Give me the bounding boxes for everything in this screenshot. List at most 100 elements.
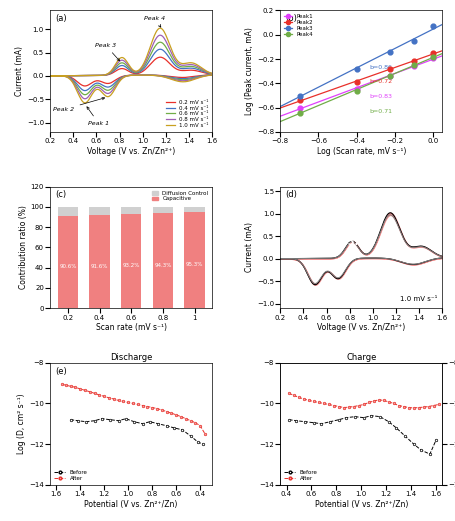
- Text: b=0.71: b=0.71: [369, 108, 392, 114]
- Bar: [121, 207, 141, 214]
- 0.6 mV s⁻¹: [47, 73, 53, 79]
- Point: [410, 61, 417, 69]
- 0.2 mV s⁻¹: [82, 83, 88, 89]
- Point: [295, 108, 303, 117]
- X-axis label: Log (Scan rate, mV s⁻¹): Log (Scan rate, mV s⁻¹): [316, 147, 405, 156]
- Point: [386, 72, 393, 80]
- Title: Charge: Charge: [345, 353, 376, 362]
- X-axis label: Voltage (V vs. Zn/Zn²⁺): Voltage (V vs. Zn/Zn²⁺): [317, 324, 404, 332]
- 0.2 mV s⁻¹: [47, 73, 53, 79]
- Legend: Before, After: Before, After: [53, 469, 88, 482]
- Line: 0.2 mV s⁻¹: 0.2 mV s⁻¹: [50, 57, 212, 86]
- Text: 1.0 mV s⁻¹: 1.0 mV s⁻¹: [399, 296, 436, 302]
- Point: [295, 91, 303, 100]
- 1.0 mV s⁻¹: [153, 29, 158, 35]
- Text: (a): (a): [55, 14, 66, 23]
- 0.6 mV s⁻¹: [82, 92, 88, 98]
- Point: [295, 104, 303, 112]
- Text: 95.3%: 95.3%: [186, 262, 203, 267]
- Text: Peak 4: Peak 4: [143, 16, 165, 27]
- Point: [386, 72, 393, 80]
- 1.0 mV s⁻¹: [82, 100, 88, 106]
- 1.0 mV s⁻¹: [136, 72, 142, 78]
- 0.8 mV s⁻¹: [177, 61, 182, 68]
- 0.4 mV s⁻¹: [136, 72, 142, 78]
- Text: (b): (b): [284, 14, 296, 23]
- Bar: [121, 214, 141, 308]
- 1.0 mV s⁻¹: [157, 25, 162, 31]
- Legend: Before, After: Before, After: [283, 469, 318, 482]
- Text: b=0.86: b=0.86: [369, 65, 391, 70]
- Point: [428, 53, 435, 61]
- 0.6 mV s⁻¹: [135, 72, 141, 78]
- Text: (d): (d): [284, 190, 296, 200]
- 0.4 mV s⁻¹: [157, 46, 162, 53]
- 0.8 mV s⁻¹: [136, 72, 142, 78]
- 0.8 mV s⁻¹: [82, 96, 88, 102]
- Text: (c): (c): [55, 190, 66, 200]
- Point: [428, 54, 435, 62]
- 0.6 mV s⁻¹: [136, 72, 142, 78]
- Bar: [184, 212, 204, 308]
- 0.8 mV s⁻¹: [86, 72, 92, 79]
- 0.8 mV s⁻¹: [135, 72, 141, 78]
- X-axis label: Potential (V vs. Zn²⁺/Zn): Potential (V vs. Zn²⁺/Zn): [84, 500, 177, 508]
- 0.8 mV s⁻¹: [167, 75, 172, 81]
- 0.8 mV s⁻¹: [47, 73, 53, 79]
- Legend: Peak1, Peak2, Peak3, Peak4: Peak1, Peak2, Peak3, Peak4: [283, 13, 314, 38]
- Y-axis label: Current (mA): Current (mA): [245, 222, 253, 272]
- 0.4 mV s⁻¹: [167, 74, 172, 80]
- Text: Peak 3: Peak 3: [95, 43, 119, 61]
- 1.0 mV s⁻¹: [167, 76, 172, 82]
- Text: (e): (e): [55, 367, 66, 376]
- 0.4 mV s⁻¹: [86, 72, 92, 79]
- 0.2 mV s⁻¹: [135, 72, 141, 78]
- Point: [410, 36, 417, 45]
- 0.2 mV s⁻¹: [177, 67, 182, 73]
- 0.6 mV s⁻¹: [157, 39, 162, 45]
- Bar: [152, 213, 173, 308]
- Text: 95.3%: 95.3%: [340, 237, 374, 247]
- 0.8 mV s⁻¹: [47, 73, 53, 79]
- Bar: [57, 207, 78, 217]
- 0.4 mV s⁻¹: [47, 73, 53, 79]
- X-axis label: Voltage (V vs. Zn/Zn²⁺): Voltage (V vs. Zn/Zn²⁺): [87, 147, 175, 156]
- Text: 90.6%: 90.6%: [59, 265, 76, 269]
- Bar: [57, 217, 78, 308]
- Legend: 0.2 mV s⁻¹, 0.4 mV s⁻¹, 0.6 mV s⁻¹, 0.8 mV s⁻¹, 1.0 mV s⁻¹: 0.2 mV s⁻¹, 0.4 mV s⁻¹, 0.6 mV s⁻¹, 0.8 …: [165, 98, 209, 129]
- 1.0 mV s⁻¹: [135, 72, 141, 78]
- Point: [353, 86, 360, 95]
- 0.2 mV s⁻¹: [157, 54, 162, 60]
- 0.2 mV s⁻¹: [167, 73, 172, 80]
- Line: 1.0 mV s⁻¹: 1.0 mV s⁻¹: [50, 28, 212, 103]
- 1.0 mV s⁻¹: [86, 72, 92, 79]
- X-axis label: Scan rate (mV s⁻¹): Scan rate (mV s⁻¹): [96, 324, 167, 332]
- Point: [428, 49, 435, 57]
- 0.4 mV s⁻¹: [135, 72, 141, 78]
- Title: Discharge: Discharge: [110, 353, 152, 362]
- Bar: [152, 207, 173, 213]
- Bar: [89, 216, 110, 308]
- Point: [353, 78, 360, 86]
- Point: [410, 62, 417, 70]
- Line: 0.6 mV s⁻¹: 0.6 mV s⁻¹: [50, 42, 212, 95]
- 1.0 mV s⁻¹: [47, 73, 53, 79]
- Legend: Diffusion Control, Capacitive: Diffusion Control, Capacitive: [151, 190, 209, 203]
- Point: [295, 96, 303, 105]
- Point: [353, 65, 360, 73]
- 0.2 mV s⁻¹: [47, 73, 53, 79]
- 0.2 mV s⁻¹: [153, 56, 158, 62]
- 0.8 mV s⁻¹: [153, 35, 158, 42]
- 0.8 mV s⁻¹: [157, 32, 162, 39]
- Text: 91.6%: 91.6%: [91, 264, 108, 269]
- Line: 0.4 mV s⁻¹: 0.4 mV s⁻¹: [50, 49, 212, 91]
- Point: [410, 57, 417, 66]
- Bar: [184, 207, 204, 212]
- 0.6 mV s⁻¹: [177, 63, 182, 69]
- 0.6 mV s⁻¹: [47, 73, 53, 79]
- Point: [353, 85, 360, 94]
- 0.4 mV s⁻¹: [82, 88, 88, 94]
- Text: b=0.83: b=0.83: [369, 94, 392, 99]
- 1.0 mV s⁻¹: [177, 59, 182, 66]
- Point: [386, 47, 393, 56]
